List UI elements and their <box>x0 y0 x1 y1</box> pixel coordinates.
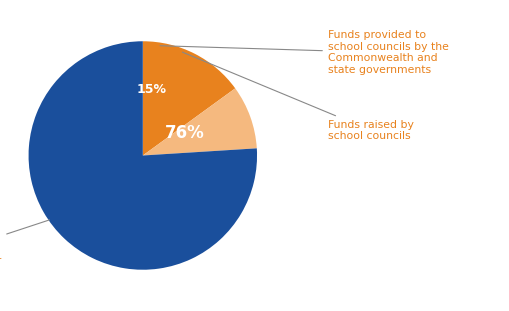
Text: 76%: 76% <box>165 124 205 142</box>
Text: Funds the
principal was
responsible for: Funds the principal was responsible for <box>0 220 49 266</box>
Wedge shape <box>29 41 257 270</box>
Text: 9%: 9% <box>159 74 180 87</box>
Text: Funds raised by
school councils: Funds raised by school councils <box>182 52 413 141</box>
Wedge shape <box>143 88 257 156</box>
Text: Funds provided to
school councils by the
Commonwealth and
state governments: Funds provided to school councils by the… <box>160 30 448 75</box>
Text: 15%: 15% <box>136 83 166 96</box>
Wedge shape <box>143 41 235 156</box>
